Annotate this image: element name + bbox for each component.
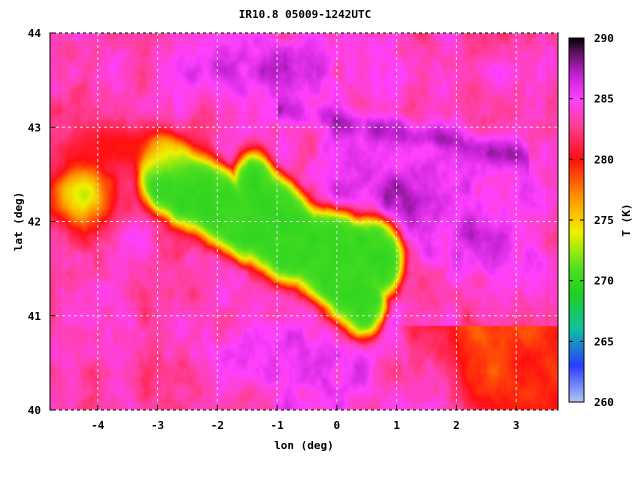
x-tick-label: -3 <box>151 419 164 432</box>
y-tick-label: 44 <box>28 27 42 40</box>
x-tick-label: 0 <box>334 419 341 432</box>
x-tick-label: 2 <box>453 419 460 432</box>
colorbar-tick-label: 275 <box>594 214 614 227</box>
grid-lines <box>50 32 558 411</box>
x-axis-label: lon (deg) <box>274 439 334 452</box>
colorbar-ticks: 260 265 270 275 280 285 290 <box>569 32 614 409</box>
x-tick-label: -1 <box>270 419 284 432</box>
x-tick-label: 3 <box>513 419 520 432</box>
colorbar-tick-label: 270 <box>594 275 614 288</box>
y-tick-label: 42 <box>28 216 41 229</box>
x-tick-label: 1 <box>393 419 400 432</box>
x-axis-ticks: -4 -3 -2 -1 0 1 2 3 <box>91 405 519 432</box>
colorbar-tick-label: 260 <box>594 396 614 409</box>
y-axis-label: lat (deg) <box>12 192 25 252</box>
colorbar-tick-label: 265 <box>594 335 614 348</box>
colorbar-tick-label: 290 <box>594 32 614 45</box>
y-axis-ticks: 40 41 42 43 44 <box>28 27 55 417</box>
y-tick-label: 41 <box>28 310 42 323</box>
colorbar: 260 265 270 275 280 285 290 T (K) <box>568 32 633 409</box>
x-tick-label: -2 <box>211 419 224 432</box>
y-tick-label: 43 <box>28 121 41 134</box>
chart-title: IR10.8 05009-1242UTC <box>238 8 372 21</box>
colorbar-label: T (K) <box>620 203 633 236</box>
colorbar-tick-label: 280 <box>594 153 614 166</box>
colorbar-tick-label: 285 <box>594 93 614 106</box>
y-tick-label: 40 <box>28 404 41 417</box>
x-tick-label: -4 <box>91 419 105 432</box>
